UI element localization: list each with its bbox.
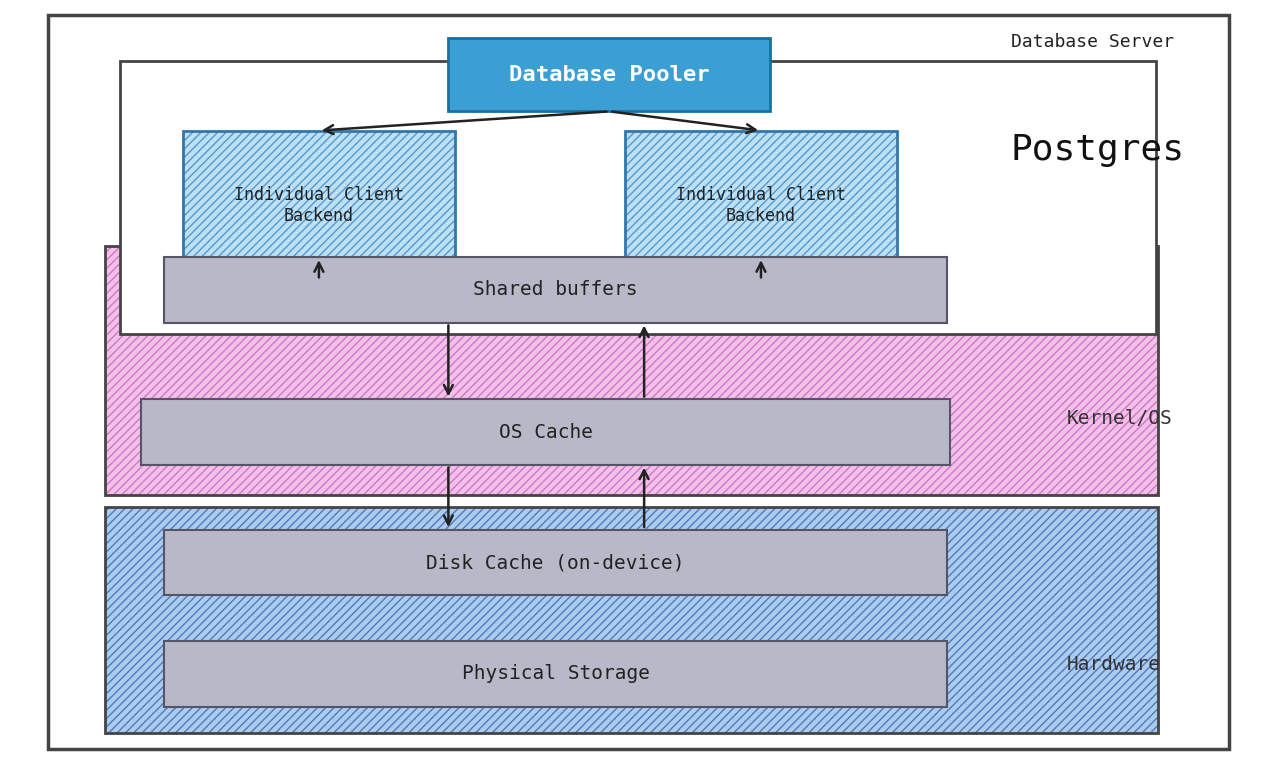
Bar — [105, 246, 1158, 495]
Text: Kernel/OS: Kernel/OS — [1067, 409, 1173, 428]
Text: Disk Cache (on-device): Disk Cache (on-device) — [427, 553, 685, 572]
Bar — [625, 131, 897, 280]
Bar — [448, 38, 770, 111]
Bar — [164, 641, 947, 707]
Text: Physical Storage: Physical Storage — [462, 664, 649, 684]
Bar — [625, 131, 897, 280]
Text: Hardware: Hardware — [1067, 655, 1161, 674]
Bar — [625, 131, 897, 280]
Bar — [164, 257, 947, 323]
Bar — [105, 507, 1158, 733]
Bar — [164, 530, 947, 595]
Bar — [105, 507, 1158, 733]
Bar — [141, 399, 950, 465]
Bar — [183, 131, 455, 280]
Text: OS Cache: OS Cache — [499, 422, 592, 442]
Text: Shared buffers: Shared buffers — [474, 280, 638, 300]
Bar — [105, 246, 1158, 495]
Bar — [183, 131, 455, 280]
Bar — [105, 246, 1158, 495]
Text: Database Pooler: Database Pooler — [509, 65, 710, 85]
Text: Individual Client
Backend: Individual Client Backend — [234, 186, 404, 225]
Text: Individual Client
Backend: Individual Client Backend — [676, 186, 846, 225]
Text: Postgres: Postgres — [1010, 133, 1185, 167]
Bar — [183, 131, 455, 280]
Text: Database Server: Database Server — [1010, 33, 1175, 51]
Bar — [105, 507, 1158, 733]
Bar — [120, 61, 1156, 334]
